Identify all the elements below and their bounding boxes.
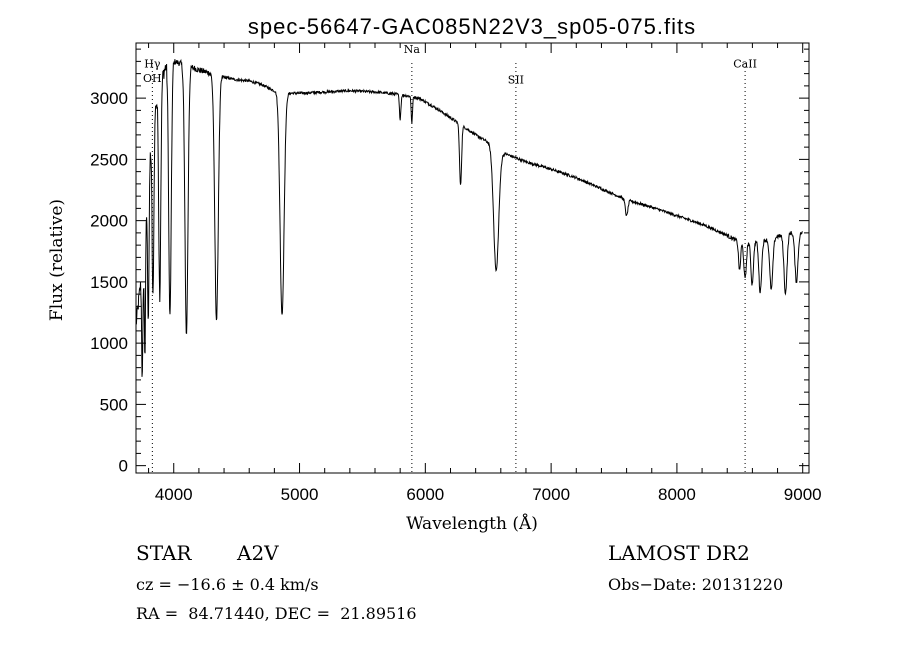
axis-ticks: 4000 5000 6000 7000 8000 9000 0 500 1000 1500 2000… [90,43,822,504]
x-tick-label: 7000 [532,485,570,504]
marker-label: Na [404,43,421,56]
y-axis-label: Flux (relative) [47,199,67,321]
x-tick-label: 9000 [784,485,822,504]
x-tick-label: 5000 [281,485,319,504]
spectral-subclass: A2V [237,541,279,565]
plot-frame [135,42,810,474]
marker-label: CaII [733,58,757,71]
marker-label: SII [508,73,524,86]
y-tick-label: 3000 [90,89,128,108]
chart-title: spec-56647-GAC085N22V3_sp05-075.fits [248,14,696,39]
x-tick-label: 8000 [658,485,696,504]
x-tick-label: 4000 [155,485,193,504]
y-tick-label: 1500 [90,273,128,292]
y-tick-label: 500 [100,395,128,414]
observation-date: Obs−Date: 20131220 [608,575,784,594]
y-tick-label: 0 [119,457,128,476]
marker-label: Hγ [144,58,161,71]
object-type: STAR [136,541,192,565]
x-tick-label: 6000 [406,485,444,504]
marker-label: OH [143,72,162,85]
x-axis-label: Wavelength (Å) [406,513,538,534]
coordinates: RA = 84.71440, DEC = 21.89516 [136,604,417,623]
survey-name: LAMOST DR2 [608,541,750,565]
y-tick-label: 1000 [90,334,128,353]
y-tick-label: 2500 [90,150,128,169]
y-tick-label: 2000 [90,212,128,231]
spectrum-line [135,58,803,377]
redshift-value: cz = −16.6 ± 0.4 km/s [136,575,319,594]
